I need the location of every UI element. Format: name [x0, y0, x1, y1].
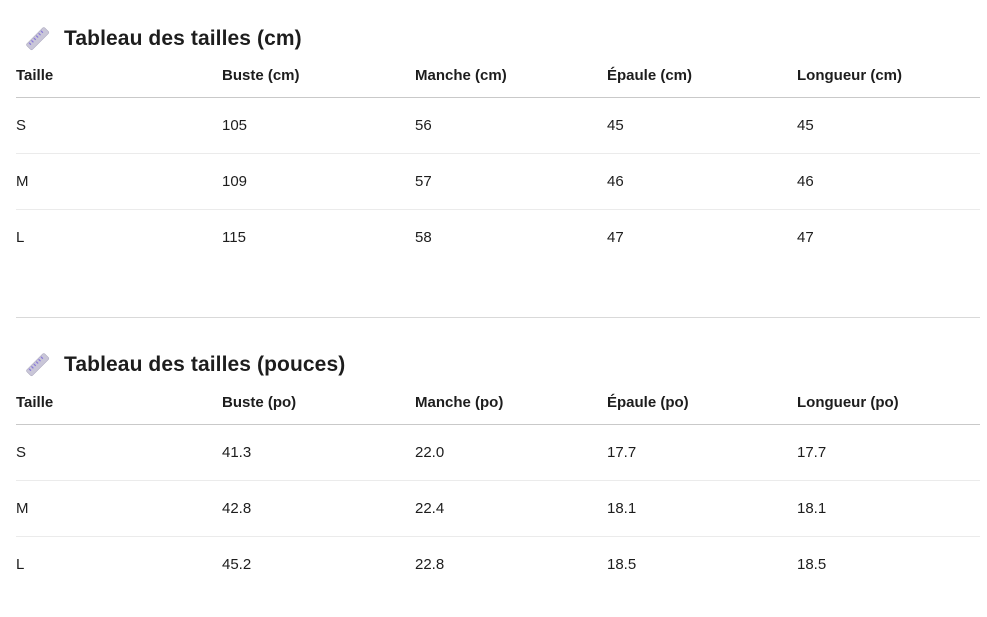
measure-cell: 56 [415, 97, 607, 155]
table-row: S 105 56 45 45 [16, 97, 980, 155]
column-header: Buste (po) [222, 387, 415, 425]
column-header: Manche (cm) [415, 61, 607, 99]
column-header: Buste (cm) [222, 61, 415, 99]
measure-cell: 18.5 [797, 555, 827, 573]
measure-cell: 41.3 [222, 424, 415, 481]
measure-cell: 47 [797, 229, 814, 247]
ruler-icon [26, 353, 49, 377]
column-header: Épaule (cm) [607, 61, 797, 99]
section-header-cm: Tableau des tailles (cm) [0, 0, 987, 52]
measure-cell: 22.0 [415, 424, 607, 481]
measure-cell: 47 [607, 229, 624, 247]
measure-cell: 18.5 [607, 555, 637, 573]
measure-cell: 18.1 [797, 480, 980, 537]
ruler-icon [26, 27, 49, 51]
section-header-pouces: Tableau des tailles (pouces) [0, 351, 987, 378]
measure-cell: 57 [415, 153, 607, 211]
column-header: Épaule (po) [607, 387, 797, 425]
header-row: Taille Buste (po) Manche (po) Épaule (po) Lo… [16, 387, 980, 425]
size-cell: L [16, 229, 25, 247]
measure-cell: 45.2 [222, 555, 252, 573]
column-header: Manche (po) [415, 387, 607, 425]
section-title-pouces: Tableau des tailles (pouces) [64, 353, 346, 377]
measure-cell: 22.4 [415, 480, 607, 537]
measure-cell: 17.7 [607, 424, 797, 481]
measure-cell: 42.8 [222, 480, 415, 537]
column-header: Taille [16, 61, 222, 99]
size-guide-page: Tableau des tailles (cm) Taille Buste (cm… [0, 0, 987, 591]
size-table-pouces-section: Tableau des tailles (pouces) Taille Buste… [0, 351, 987, 591]
size-cell: M [16, 153, 222, 211]
header-row: Taille Buste (cm) Manche (cm) Épaule (cm) Lo… [16, 61, 980, 99]
measure-cell: 22.8 [415, 555, 445, 573]
table-row: L 45.2 22.8 18.5 18.5 [16, 536, 980, 592]
size-table-cm: Taille Buste (cm) Manche (cm) Épaule (cm) Lo… [16, 61, 980, 265]
size-cell: S [16, 97, 222, 155]
size-cell: S [16, 424, 222, 481]
section-title-cm: Tableau des tailles (cm) [64, 27, 302, 50]
measure-cell: 46 [607, 153, 797, 211]
size-cell: M [16, 480, 222, 537]
size-table-pouces: Taille Buste (po) Manche (po) Épaule (po) Lo… [16, 387, 980, 592]
measure-cell: 105 [222, 97, 415, 155]
measure-cell: 45 [797, 97, 980, 155]
measure-cell: 46 [797, 153, 980, 211]
size-cell: L [16, 555, 25, 573]
measure-cell: 17.7 [797, 424, 980, 481]
measure-cell: 18.1 [607, 480, 797, 537]
measure-cell: 58 [415, 229, 432, 247]
table-row: M 109 57 46 46 [16, 153, 980, 211]
table-row: S 41.3 22.0 17.7 17.7 [16, 424, 980, 481]
section-divider [16, 317, 980, 319]
size-table-cm-section: Tableau des tailles (cm) Taille Buste (cm… [0, 0, 987, 265]
column-header: Longueur (cm) [797, 61, 980, 99]
measure-cell: 109 [222, 153, 415, 211]
measure-cell: 115 [222, 229, 246, 247]
column-header: Longueur (po) [797, 387, 980, 425]
table-row: M 42.8 22.4 18.1 18.1 [16, 480, 980, 537]
measure-cell: 45 [607, 97, 797, 155]
table-row: L 115 58 47 47 [16, 210, 980, 266]
column-header: Taille [16, 387, 222, 425]
